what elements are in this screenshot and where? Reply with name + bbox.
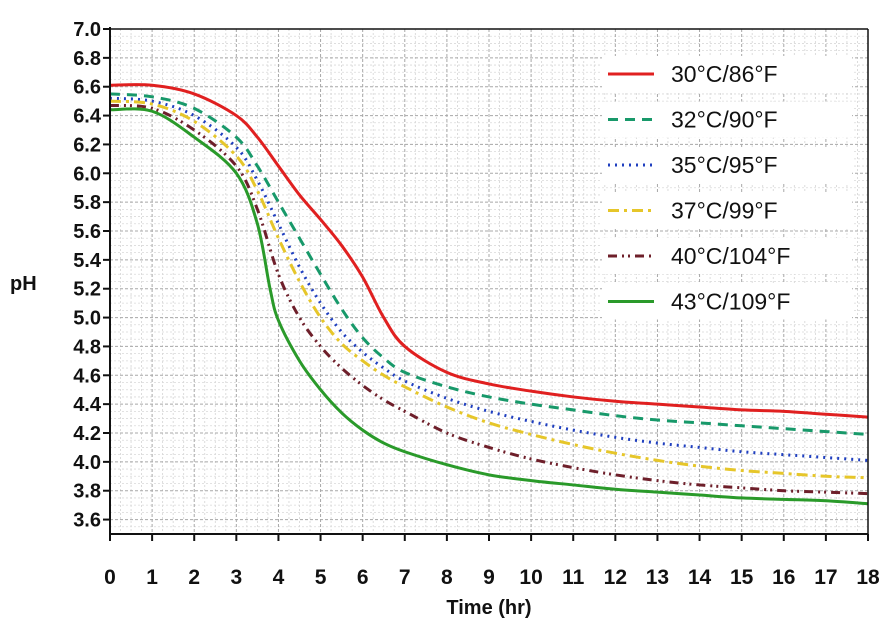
x-tick-label: 2 [188,566,200,589]
x-tick-label: 17 [814,566,837,589]
x-axis-label: Time (hr) [446,597,531,619]
legend-label: 35°C/95°F [671,152,778,178]
x-tick-labels: 0 1 2 3 4 5 6 7 8 9 10 11 12 13 14 15 16 17 18 [104,566,880,589]
series-line-3 [109,96,869,462]
x-tick-label: 0 [104,566,116,589]
x-tick-label: 6 [357,566,369,589]
series-line-2 [109,92,869,436]
x-tick-label: 8 [441,566,453,589]
x-tick-label: 13 [646,566,669,589]
legend: 30°C/86°F 32°C/90°F 35°C/95°F 37°C/99°F 40°C… [602,56,852,320]
y-tick-label: 3.8 [73,481,101,503]
series-lines [109,83,869,506]
series-line-5 [109,103,869,496]
legend-label: 30°C/86°F [671,61,778,87]
y-tick-label: 6.6 [73,77,101,99]
y-tick-label: 6.0 [73,163,101,185]
x-tick-label: 1 [146,566,158,589]
x-tick-label: 9 [483,566,495,589]
y-tick-label: 4.2 [73,423,101,445]
y-tick-label: 5.6 [73,221,101,243]
y-tick-label: 5.8 [73,192,101,214]
x-tick-label: 7 [399,566,411,589]
x-tick-label: 10 [519,566,542,589]
series-line-6 [109,107,869,506]
x-tick-label: 16 [772,566,795,589]
series-line-4 [109,99,869,480]
grid-lines [109,28,869,534]
legend-label: 37°C/99°F [671,198,778,224]
x-tick-label: 4 [273,566,285,589]
y-axis-label: pH [10,273,37,295]
x-tick-label: 3 [230,566,242,589]
x-tick-label: 5 [315,566,327,589]
y-tick-label: 4.0 [73,452,101,474]
y-tick-label: 5.4 [73,250,102,272]
x-tick-label: 14 [688,566,712,589]
y-tick-label: 5.0 [73,308,101,330]
y-tick-label: 6.4 [73,106,102,128]
x-tick-label: 15 [730,566,754,589]
legend-label: 43°C/109°F [671,289,790,315]
y-tick-label: 4.6 [73,365,101,387]
legend-item-background [602,192,852,229]
y-tick-label: 3.6 [73,510,101,532]
x-tick-label: 18 [856,566,880,589]
axes [103,27,869,541]
legend-label: 40°C/104°F [671,243,790,269]
y-tick-label: 4.4 [73,394,102,416]
y-tick-label: 7.0 [73,19,101,41]
legend-label: 32°C/90°F [671,107,778,133]
y-tick-label: 6.2 [73,134,101,156]
y-tick-label: 6.8 [73,48,101,70]
y-tick-labels: 3.6 3.8 4.0 4.2 4.4 4.6 4.8 5.0 5.2 5.4 5.6 5.8 6.0 6… [73,19,102,532]
x-tick-label: 12 [604,566,627,589]
series-line-1 [109,83,869,419]
x-tick-label: 11 [562,566,585,589]
y-tick-label: 5.2 [73,279,101,301]
y-tick-label: 4.8 [73,336,101,358]
